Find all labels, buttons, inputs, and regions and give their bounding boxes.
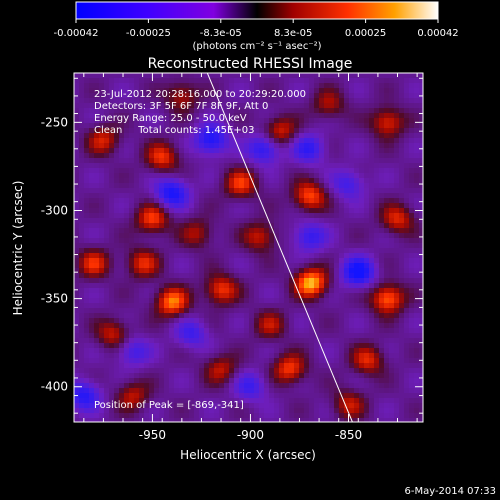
info-line-time: 23-Jul-2012 20:28:16.000 to 20:29:20.000 [94, 89, 306, 100]
colorbar-tick-label: 0.00042 [417, 28, 458, 39]
info-line-detectors: Detectors: 3F 5F 6F 7F 8F 9F, Att 0 [94, 101, 268, 112]
y-tick-label: -250 [41, 115, 68, 129]
x-axis-label: Heliocentric X (arcsec) [180, 448, 316, 462]
x-tick-label: -950 [139, 428, 166, 442]
colorbar-ticks [75, 19, 439, 23]
colorbar-units: (photons cm⁻² s⁻¹ asec⁻²) [192, 41, 321, 52]
colorbar-tick-label: -8.3e-05 [200, 28, 242, 39]
peak-position-label: Position of Peak = [-869,-341] [94, 400, 244, 411]
colorbar-tick-labels: -0.00042 -0.00025 -8.3e-05 8.3e-05 0.00025 0.… [54, 28, 459, 39]
x-tick-label: -900 [237, 428, 264, 442]
axes: -950 -900 -850 -400 -350 -300 -250 [41, 73, 423, 442]
x-tick-label: -850 [335, 428, 362, 442]
colorbar-tick-label: 0.00025 [345, 28, 386, 39]
y-tick-label: -400 [41, 380, 68, 394]
heatmap-image [74, 73, 423, 422]
solar-limb-line [206, 73, 353, 422]
info-line-counts: Clean Total counts: 1.45E+03 [94, 125, 254, 136]
y-axis-label: Heliocentric Y (arcsec) [11, 181, 25, 316]
colorbar-tick-label: 8.3e-05 [274, 28, 312, 39]
colorbar-tick-label: -0.00042 [54, 28, 99, 39]
info-block: 23-Jul-2012 20:28:16.000 to 20:29:20.000… [94, 89, 306, 136]
info-line-energy: Energy Range: 25.0 - 50.0 keV [94, 113, 247, 124]
y-tick-label: -350 [41, 292, 68, 306]
generation-date: 6-May-2014 07:33 [404, 486, 496, 497]
plot-frame [73, 72, 424, 423]
y-tick-label: -300 [41, 203, 68, 217]
colorbar-tick-label: -0.00025 [126, 28, 171, 39]
colorbar [75, 1, 439, 20]
chart-title: Reconstructed RHESSI Image [148, 56, 353, 72]
